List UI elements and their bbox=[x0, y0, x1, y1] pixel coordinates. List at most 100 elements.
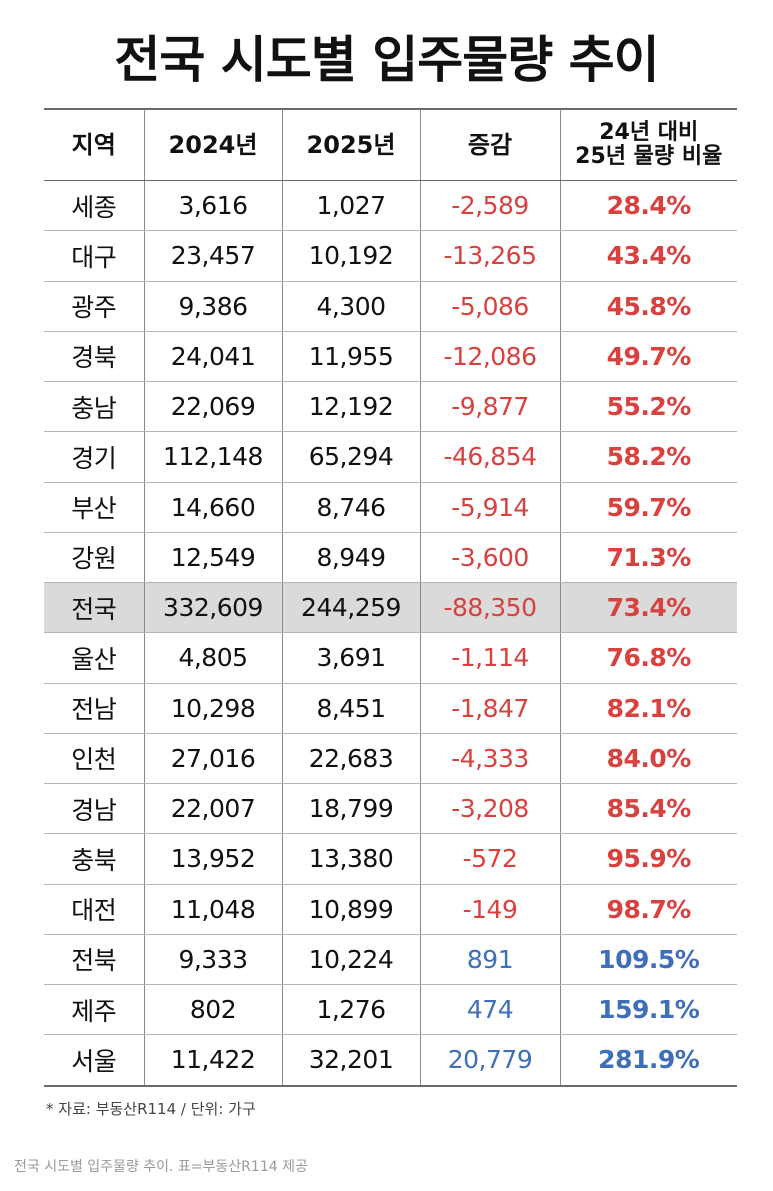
page-title: 전국 시도별 입주물량 추이 bbox=[114, 31, 659, 89]
cell-ratio: 109.5% bbox=[559, 934, 737, 986]
cell-region: 충북 bbox=[44, 833, 144, 885]
cell-2024: 112,148 bbox=[143, 431, 282, 483]
cell-2025: 11,955 bbox=[281, 331, 420, 383]
cell-2025: 65,294 bbox=[281, 431, 420, 483]
cell-region: 경남 bbox=[44, 783, 144, 835]
cell-ratio: 76.8% bbox=[559, 632, 737, 684]
cell-change: -3,600 bbox=[419, 532, 560, 584]
cell-2025: 13,380 bbox=[281, 833, 420, 885]
cell-change: -12,086 bbox=[419, 331, 560, 383]
cell-ratio: 84.0% bbox=[559, 733, 737, 785]
table-row: 전국 332,609 244,259 -88,350 73.4% bbox=[44, 582, 737, 634]
supply-table: 지역 2024년 2025년 증감 24년 대비 25년 물량 비율 세종 3,6… bbox=[44, 108, 737, 1087]
supply-table-container: 지역 2024년 2025년 증감 24년 대비 25년 물량 비율 세종 3,6… bbox=[44, 108, 737, 1087]
cell-2025: 32,201 bbox=[281, 1034, 420, 1087]
cell-region: 대구 bbox=[44, 230, 144, 282]
cell-2024: 802 bbox=[143, 984, 282, 1036]
cell-2024: 9,386 bbox=[143, 281, 282, 332]
cell-2024: 3,616 bbox=[143, 180, 282, 232]
cell-change: -1,847 bbox=[419, 683, 560, 734]
cell-2024: 22,069 bbox=[143, 381, 282, 433]
table-row: 울산 4,805 3,691 -1,114 76.8% bbox=[44, 632, 737, 684]
cell-ratio: 281.9% bbox=[559, 1034, 737, 1087]
cell-ratio: 73.4% bbox=[559, 582, 737, 634]
header-ratio-line1: 24년 대비 bbox=[599, 120, 699, 145]
cell-2025: 244,259 bbox=[281, 582, 420, 634]
table-row: 경북 24,041 11,955 -12,086 49.7% bbox=[44, 331, 737, 383]
table-row: 대구 23,457 10,192 -13,265 43.4% bbox=[44, 230, 737, 282]
table-header: 지역 2024년 2025년 증감 24년 대비 25년 물량 비율 bbox=[44, 108, 737, 181]
cell-change: -4,333 bbox=[419, 733, 560, 785]
cell-ratio: 98.7% bbox=[559, 884, 737, 935]
table-row: 대전 11,048 10,899 -149 98.7% bbox=[44, 884, 737, 935]
cell-2024: 11,048 bbox=[143, 884, 282, 935]
cell-2025: 8,746 bbox=[281, 482, 420, 533]
table-row: 광주 9,386 4,300 -5,086 45.8% bbox=[44, 281, 737, 332]
table-row: 충남 22,069 12,192 -9,877 55.2% bbox=[44, 381, 737, 433]
cell-2024: 4,805 bbox=[143, 632, 282, 684]
cell-change: 20,779 bbox=[419, 1034, 560, 1087]
cell-2024: 9,333 bbox=[143, 934, 282, 986]
cell-ratio: 159.1% bbox=[559, 984, 737, 1036]
cell-change: -5,914 bbox=[419, 482, 560, 533]
cell-2025: 10,224 bbox=[281, 934, 420, 986]
table-row: 서울 11,422 32,201 20,779 281.9% bbox=[44, 1034, 737, 1087]
cell-2024: 14,660 bbox=[143, 482, 282, 533]
cell-region: 전국 bbox=[44, 582, 144, 634]
cell-change: -1,114 bbox=[419, 632, 560, 684]
table-row: 강원 12,549 8,949 -3,600 71.3% bbox=[44, 532, 737, 584]
cell-2025: 1,276 bbox=[281, 984, 420, 1036]
cell-2024: 10,298 bbox=[143, 683, 282, 734]
table-row: 부산 14,660 8,746 -5,914 59.7% bbox=[44, 482, 737, 533]
cell-region: 제주 bbox=[44, 984, 144, 1036]
cell-2025: 18,799 bbox=[281, 783, 420, 835]
table-row: 경기 112,148 65,294 -46,854 58.2% bbox=[44, 431, 737, 483]
table-row: 전북 9,333 10,224 891 109.5% bbox=[44, 934, 737, 986]
cell-region: 대전 bbox=[44, 884, 144, 935]
cell-region: 전북 bbox=[44, 934, 144, 986]
cell-2025: 3,691 bbox=[281, 632, 420, 684]
cell-change: -9,877 bbox=[419, 381, 560, 433]
cell-ratio: 49.7% bbox=[559, 331, 737, 383]
source-note: * 자료: 부동산R114 / 단위: 가구 bbox=[46, 1100, 256, 1118]
cell-region: 광주 bbox=[44, 281, 144, 332]
cell-2024: 27,016 bbox=[143, 733, 282, 785]
cell-ratio: 58.2% bbox=[559, 431, 737, 483]
cell-ratio: 95.9% bbox=[559, 833, 737, 885]
cell-change: -88,350 bbox=[419, 582, 560, 634]
cell-change: -46,854 bbox=[419, 431, 560, 483]
cell-ratio: 43.4% bbox=[559, 230, 737, 282]
table-row: 전남 10,298 8,451 -1,847 82.1% bbox=[44, 683, 737, 734]
cell-change: 891 bbox=[419, 934, 560, 986]
table-row: 인천 27,016 22,683 -4,333 84.0% bbox=[44, 733, 737, 785]
cell-region: 강원 bbox=[44, 532, 144, 584]
cell-region: 서울 bbox=[44, 1034, 144, 1087]
table-row: 경남 22,007 18,799 -3,208 85.4% bbox=[44, 783, 737, 835]
cell-ratio: 55.2% bbox=[559, 381, 737, 433]
cell-2025: 12,192 bbox=[281, 381, 420, 433]
table-row: 세종 3,616 1,027 -2,589 28.4% bbox=[44, 180, 737, 232]
table-row: 제주 802 1,276 474 159.1% bbox=[44, 984, 737, 1036]
cell-2025: 1,027 bbox=[281, 180, 420, 232]
header-change: 증감 bbox=[419, 108, 560, 181]
header-2025: 2025년 bbox=[281, 108, 420, 181]
cell-2024: 11,422 bbox=[143, 1034, 282, 1087]
header-2024: 2024년 bbox=[143, 108, 282, 181]
cell-ratio: 28.4% bbox=[559, 180, 737, 232]
cell-ratio: 45.8% bbox=[559, 281, 737, 332]
cell-2025: 8,949 bbox=[281, 532, 420, 584]
cell-ratio: 59.7% bbox=[559, 482, 737, 533]
cell-change: -572 bbox=[419, 833, 560, 885]
cell-2025: 4,300 bbox=[281, 281, 420, 332]
cell-region: 전남 bbox=[44, 683, 144, 734]
cell-2025: 8,451 bbox=[281, 683, 420, 734]
cell-region: 울산 bbox=[44, 632, 144, 684]
table-row: 충북 13,952 13,380 -572 95.9% bbox=[44, 833, 737, 885]
cell-region: 충남 bbox=[44, 381, 144, 433]
cell-ratio: 71.3% bbox=[559, 532, 737, 584]
cell-region: 부산 bbox=[44, 482, 144, 533]
cell-2024: 22,007 bbox=[143, 783, 282, 835]
cell-2024: 13,952 bbox=[143, 833, 282, 885]
cell-change: -2,589 bbox=[419, 180, 560, 232]
header-ratio-line2: 25년 물량 비율 bbox=[575, 144, 723, 169]
